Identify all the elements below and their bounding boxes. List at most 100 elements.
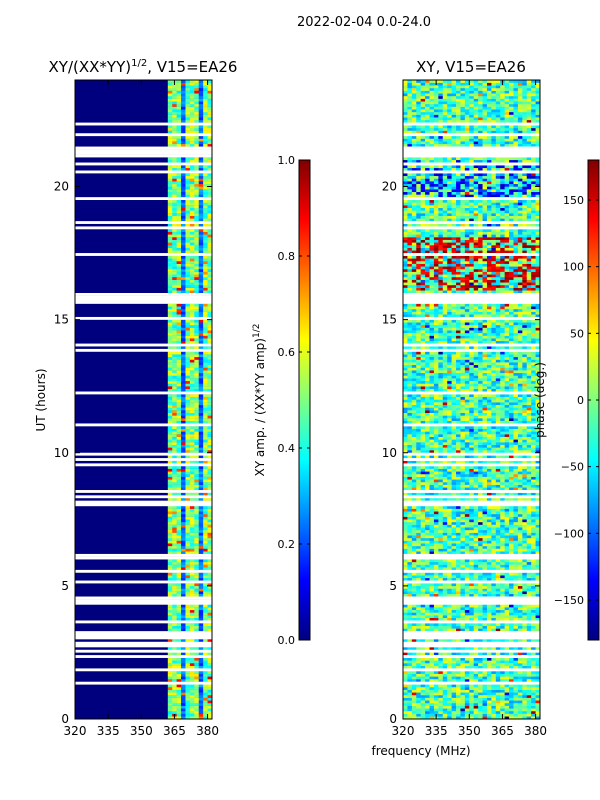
phase-heatmap-cell: [420, 708, 426, 712]
amplitude-heatmap-cell: [198, 98, 204, 102]
phase-heatmap-cell: [438, 559, 444, 563]
phase-heatmap-cell: [407, 535, 413, 539]
amplitude-heatmap-cell: [194, 623, 200, 627]
phase-heatmap-cell: [491, 482, 497, 485]
phase-heatmap-cell: [464, 609, 470, 613]
phase-heatmap-cell: [509, 439, 514, 443]
amplitude-heatmap-cell: [181, 242, 186, 246]
amplitude-heatmap-cell: [198, 716, 204, 720]
phase-heatmap-cell: [517, 442, 523, 445]
phase-heatmap-cell: [403, 498, 408, 501]
amplitude-heatmap-cell: [167, 231, 173, 235]
phase-heatmap-cell: [451, 692, 457, 696]
phase-heatmap-cell: [442, 657, 448, 661]
phase-heatmap-cell: [416, 511, 421, 515]
phase-heatmap-cell: [425, 625, 430, 629]
phase-heatmap-cell: [403, 615, 408, 619]
amplitude-heatmap-cell: [176, 167, 182, 171]
phase-heatmap-cell: [416, 588, 421, 592]
amplitude-heatmap-cell: [207, 90, 213, 94]
amplitude-heatmap-cell: [207, 545, 213, 549]
phase-heatmap-cell: [425, 628, 430, 632]
phase-heatmap-cell: [469, 585, 475, 589]
phase-heatmap-cell: [513, 407, 519, 411]
phase-heatmap-cell: [460, 537, 466, 541]
amplitude-heatmap-cell: [207, 85, 213, 89]
amplitude-heatmap-cell: [167, 101, 173, 105]
phase-heatmap-cell: [425, 660, 430, 664]
amplitude-heatmap-cell: [176, 537, 182, 541]
phase-heatmap-cell: [456, 412, 461, 416]
phase-heatmap-cell: [478, 402, 483, 406]
phase-heatmap-cell: [420, 498, 426, 501]
amplitude-heatmap-cell: [172, 484, 177, 488]
amplitude-heatmap-cell: [189, 189, 195, 193]
phase-heatmap-cell: [433, 575, 439, 579]
phase-heatmap-cell: [442, 511, 448, 515]
amplitude-heatmap-cell: [203, 418, 208, 421]
phase-heatmap-cell: [486, 474, 492, 477]
phase-heatmap-cell: [522, 591, 528, 595]
phase-heatmap-cell: [460, 479, 466, 483]
amplitude-heatmap-cell: [207, 484, 213, 488]
phase-heatmap-cell: [531, 529, 536, 533]
phase-heatmap-cell: [526, 604, 532, 608]
phase-heatmap-cell: [425, 527, 430, 531]
amplitude-heatmap-cell: [176, 266, 182, 270]
phase-heatmap-cell: [500, 575, 505, 579]
phase-heatmap-cell: [433, 588, 439, 592]
amplitude-heatmap-cell: [207, 498, 213, 501]
phase-heatmap-cell: [535, 540, 541, 544]
phase-heatmap-cell: [464, 442, 470, 445]
amplitude-heatmap-cell: [172, 231, 177, 235]
phase-heatmap-cell: [429, 418, 435, 421]
amplitude-heatmap-cell: [176, 191, 182, 195]
amplitude-heatmap-cell: [181, 183, 186, 187]
amplitude-heatmap-cell: [167, 143, 173, 147]
amplitude-heatmap-cell: [176, 420, 182, 424]
phase-heatmap-cell: [486, 567, 492, 571]
phase-heatmap-cell: [526, 431, 532, 435]
phase-heatmap-cell: [425, 455, 430, 459]
phase-heatmap-cell: [416, 402, 421, 406]
phase-heatmap-cell: [486, 492, 492, 496]
amplitude-heatmap-cell: [185, 191, 191, 195]
phase-heatmap-cell: [517, 524, 523, 528]
amplitude-heatmap-cell: [198, 210, 204, 214]
phase-heatmap-cell: [473, 647, 479, 650]
phase-heatmap-cell: [513, 559, 519, 563]
phase-heatmap-cell: [407, 468, 413, 472]
phase-heatmap-cell: [416, 506, 421, 509]
phase-heatmap-cell: [411, 585, 417, 589]
amplitude-heatmap-cell: [172, 332, 177, 336]
phase-heatmap-cell: [442, 434, 448, 437]
phase-heatmap-cell: [513, 703, 519, 706]
phase-heatmap-cell: [416, 657, 421, 661]
phase-heatmap-cell: [491, 617, 497, 621]
amplitude-heatmap-cell: [185, 202, 191, 206]
amplitude-heatmap-cell: [203, 436, 208, 440]
phase-heatmap-cell: [407, 564, 413, 568]
amplitude-heatmap-cell: [194, 482, 200, 485]
phase-heatmap-cell: [509, 559, 514, 563]
phase-heatmap-cell: [469, 697, 475, 701]
phase-heatmap-cell: [447, 593, 452, 597]
phase-heatmap-cell: [526, 697, 532, 701]
amplitude-heatmap-cell: [181, 159, 186, 163]
phase-heatmap-cell: [478, 545, 483, 549]
phase-heatmap-cell: [509, 420, 514, 424]
amplitude-heatmap-cell: [189, 271, 195, 275]
phase-heatmap-cell: [411, 673, 417, 677]
amplitude-heatmap-cell: [172, 218, 177, 222]
amplitude-heatmap-cell: [194, 474, 200, 477]
amplitude-heatmap-cell: [194, 695, 200, 698]
phase-heatmap-cell: [491, 442, 497, 445]
phase-heatmap-cell: [447, 660, 452, 664]
amplitude-heatmap-cell: [172, 676, 177, 680]
amplitude-heatmap-cell: [172, 623, 177, 627]
phase-heatmap-cell: [478, 450, 483, 453]
phase-heatmap-cell: [478, 564, 483, 568]
amplitude-heatmap-cell: [198, 106, 204, 110]
amplitude-heatmap-cell: [185, 311, 191, 315]
phase-heatmap-cell: [438, 689, 444, 693]
